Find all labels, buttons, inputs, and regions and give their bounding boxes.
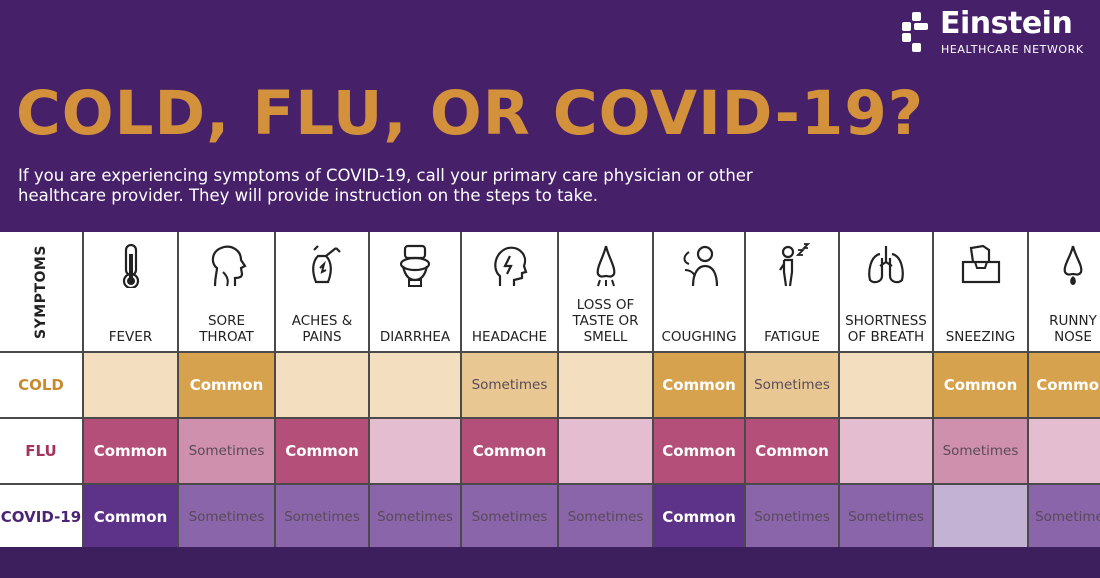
table-cell: Sometimes	[1029, 485, 1100, 549]
table-cell	[559, 353, 652, 417]
table-cell	[84, 353, 177, 417]
body-aches-icon	[312, 245, 341, 284]
cough-icon	[683, 245, 719, 287]
nose-smell-icon	[596, 245, 615, 287]
table-cell: Sometimes	[179, 419, 274, 483]
symptom-header-cell: RUNNY NOSE	[1029, 232, 1100, 351]
table-cell: Common	[462, 419, 557, 483]
illness-label: COVID-19	[0, 485, 82, 549]
table-cell: Common	[934, 353, 1027, 417]
symptom-label: SORE THROAT	[199, 313, 254, 345]
symptoms-header: SYMPTOMS	[0, 232, 82, 351]
table-cell	[840, 419, 932, 483]
table-cell	[1029, 419, 1100, 483]
toilet-icon	[399, 244, 431, 287]
symptoms-label: SYMPTOMS	[33, 244, 49, 339]
table-cell: Sometimes	[559, 485, 652, 549]
symptom-label: ACHES & PAINS	[291, 313, 353, 345]
symptom-header-cell: SNEEZING	[934, 232, 1027, 351]
intro-text: If you are experiencing symptoms of COVI…	[18, 166, 753, 205]
table-cell: Common	[654, 353, 744, 417]
throat-icon	[211, 245, 247, 287]
table-cell: Common	[654, 485, 744, 549]
table-cell: Sometimes	[746, 485, 838, 549]
runny-nose-icon	[1063, 245, 1083, 285]
tissue-box-icon	[961, 244, 1000, 284]
table-cell	[934, 485, 1027, 549]
table-cell: Sometimes	[462, 485, 557, 549]
table-cell	[559, 419, 652, 483]
symptom-label: DIARRHEA	[379, 329, 451, 345]
table-cell	[276, 353, 368, 417]
illness-label: FLU	[0, 419, 82, 483]
table-cell: Sometimes	[934, 419, 1027, 483]
table-cell: Sometimes	[462, 353, 557, 417]
logo-name: Einstein	[940, 6, 1073, 41]
symptom-label: SNEEZING	[945, 329, 1016, 345]
symptom-header-cell: SHORTNESS OF BREATH	[840, 232, 932, 351]
symptom-header-cell: FEVER	[84, 232, 177, 351]
thermometer-icon	[122, 243, 139, 288]
table-cell: Sometimes	[746, 353, 838, 417]
table-cell: Sometimes	[840, 485, 932, 549]
table-cell: Common	[276, 419, 368, 483]
einstein-logo[interactable]: Einstein HEALTHCARE NETWORK	[902, 6, 1092, 58]
symptom-header-cell: LOSS OF TASTE OR SMELL	[559, 232, 652, 351]
table-cell: Common	[654, 419, 744, 483]
fatigue-icon	[779, 243, 811, 287]
page-title: COLD, FLU, OR COVID-19?	[16, 78, 925, 149]
illness-label: COLD	[0, 353, 82, 417]
table-cell	[370, 419, 460, 483]
table-cell: Common	[1029, 353, 1100, 417]
table-cell: Common	[179, 353, 274, 417]
symptom-header-cell: HEADACHE	[462, 232, 557, 351]
symptom-label: COUGHING	[661, 329, 737, 345]
symptom-label: HEADACHE	[471, 329, 548, 345]
symptom-header-cell: ACHES & PAINS	[276, 232, 368, 351]
table-cell	[370, 353, 460, 417]
einstein-logo-icon	[902, 12, 928, 52]
table-cell	[840, 353, 932, 417]
symptom-label: FEVER	[108, 329, 153, 345]
symptom-label: SHORTNESS OF BREATH	[845, 313, 927, 345]
symptom-label: FATIGUE	[764, 329, 820, 345]
header-banner: Einstein HEALTHCARE NETWORK COLD, FLU, O…	[0, 0, 1100, 232]
table-cell: Common	[84, 419, 177, 483]
footer-band	[0, 547, 1100, 578]
headache-icon	[493, 246, 527, 286]
symptom-header-cell: COUGHING	[654, 232, 744, 351]
table-cell: Sometimes	[276, 485, 368, 549]
symptom-label: RUNNY NOSE	[1049, 313, 1097, 345]
logo-subtitle: HEALTHCARE NETWORK	[941, 43, 1084, 56]
symptom-label: LOSS OF TASTE OR SMELL	[572, 297, 639, 345]
lungs-icon	[868, 246, 904, 284]
symptom-header-cell: DIARRHEA	[370, 232, 460, 351]
table-cell: Common	[84, 485, 177, 549]
table-cell: Sometimes	[179, 485, 274, 549]
symptom-header-cell: SORE THROAT	[179, 232, 274, 351]
symptom-header-cell: FATIGUE	[746, 232, 838, 351]
table-cell: Sometimes	[370, 485, 460, 549]
table-cell: Common	[746, 419, 838, 483]
symptom-comparison-table: SYMPTOMS FEVER SORE THROAT ACHES & PAINS DIA…	[0, 232, 1100, 549]
